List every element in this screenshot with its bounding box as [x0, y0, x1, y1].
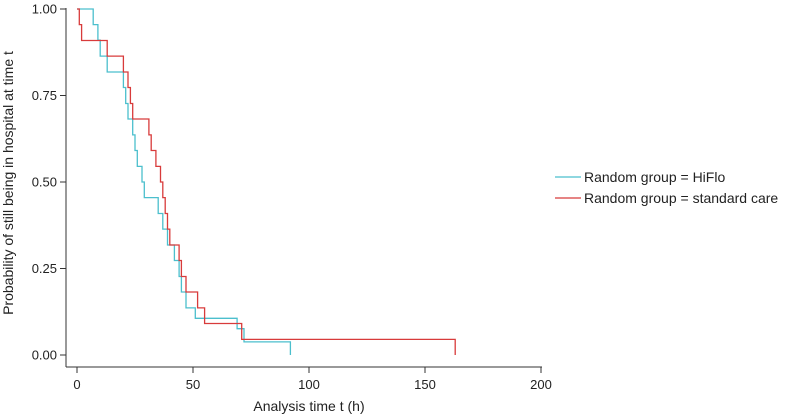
y-tick-label: 0.50	[32, 175, 57, 190]
x-tick-label: 50	[186, 377, 200, 392]
y-tick-label: 0.00	[32, 348, 57, 363]
y-tick-label: 0.75	[32, 88, 57, 103]
x-tick-label: 0	[73, 377, 80, 392]
y-tick-label: 1.00	[32, 2, 57, 17]
plot-lines	[77, 8, 456, 355]
legend: Random group = HiFlo Random group = stand…	[555, 169, 778, 206]
series-line-0	[77, 8, 292, 355]
axes: 0 50 100 150 200 0.00 0.25 0.50 0.75 1.00	[32, 2, 552, 393]
x-tick-label: 150	[414, 377, 436, 392]
y-axis-title: Probability of still being in hospital a…	[0, 51, 16, 315]
x-tick-label: 100	[298, 377, 320, 392]
y-tick-label: 0.25	[32, 261, 57, 276]
x-tick-label: 200	[530, 377, 552, 392]
series-line-1	[77, 8, 456, 355]
x-axis-title: Analysis time t (h)	[253, 398, 364, 414]
legend-label-1: Random group = standard care	[584, 190, 778, 206]
legend-label-0: Random group = HiFlo	[584, 169, 725, 185]
